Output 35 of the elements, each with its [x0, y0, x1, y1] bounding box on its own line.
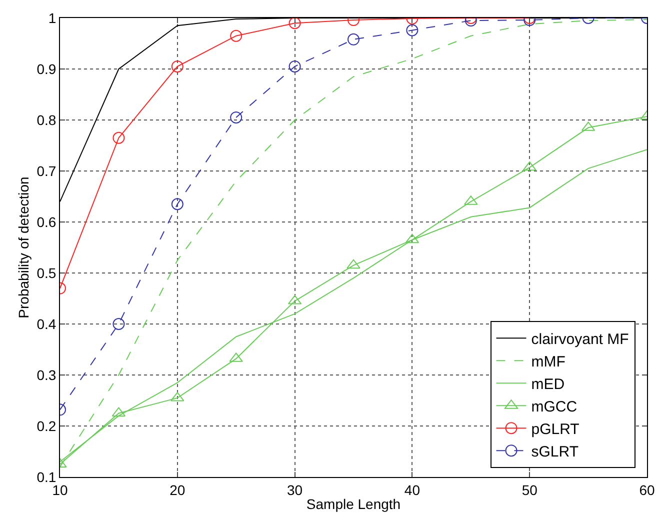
- legend-label: pGLRT: [531, 420, 580, 438]
- y-tick-label: 0.8: [36, 112, 56, 128]
- point: [171, 198, 184, 210]
- y-tick-label: 0.7: [36, 162, 56, 179]
- y-tick-label: 0.5: [36, 264, 56, 281]
- point: [406, 24, 418, 36]
- x-tick-label: 40: [404, 482, 420, 498]
- point: [112, 318, 125, 330]
- y-tick-label: 0.4: [36, 316, 56, 332]
- y-tick-label: 0.6: [36, 214, 56, 230]
- legend-label: clairvoyant MF: [531, 330, 629, 348]
- y-tick-label: 0.9: [36, 60, 56, 77]
- legend-label: mED: [531, 376, 565, 393]
- point: [348, 33, 360, 46]
- x-tick-label: 50: [522, 482, 538, 498]
- point: [171, 60, 184, 72]
- point: [112, 132, 125, 144]
- y-tick-label: 0.2: [36, 418, 56, 434]
- y-tick-label: 1: [48, 10, 56, 26]
- y-tick-label: 0.3: [36, 366, 56, 383]
- legend-label: mGCC: [531, 398, 578, 416]
- point: [230, 30, 242, 42]
- x-tick-label: 20: [170, 482, 186, 498]
- point: [288, 18, 301, 30]
- legend-label: sGLRT: [531, 443, 578, 460]
- point: [522, 161, 536, 171]
- point: [230, 111, 242, 124]
- point: [288, 60, 301, 72]
- point: [170, 392, 184, 402]
- x-axis-title: Sample Length: [306, 496, 401, 512]
- point: [346, 259, 360, 269]
- x-tick-label: 30: [287, 482, 303, 498]
- y-axis-title: Probability of detection: [15, 176, 32, 318]
- legend-label: mMF: [531, 353, 566, 370]
- x-tick-label: 60: [639, 482, 655, 498]
